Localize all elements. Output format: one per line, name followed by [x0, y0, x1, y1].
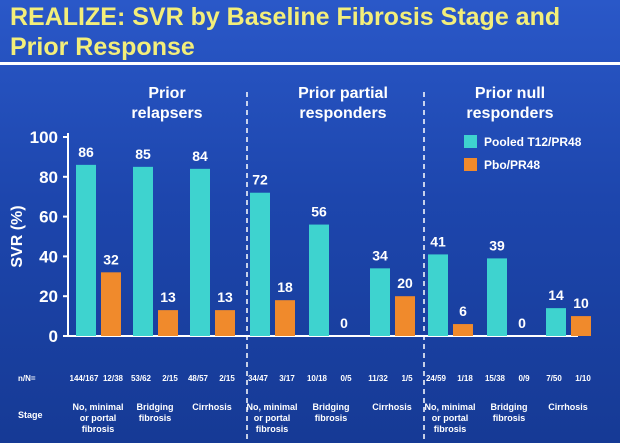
pooled-value-label: 34: [372, 247, 388, 263]
stage-label: fibrosis: [493, 413, 526, 423]
nn-pooled-value: 144/167: [70, 374, 99, 383]
pooled-bar: [487, 258, 507, 336]
pooled-bar: [133, 166, 153, 336]
pooled-bar: [546, 308, 566, 336]
stage-label: No, minimal: [424, 402, 475, 412]
group-header-line-2: responders: [299, 105, 386, 122]
nn-pbo-value: 0/5: [340, 374, 352, 383]
stage-label: No, minimal: [246, 402, 297, 412]
group-header-line-2: relapsers: [131, 105, 202, 122]
stage-label: or portal: [432, 413, 469, 423]
nn-pooled-value: 10/18: [307, 374, 328, 383]
y-tick-label: 40: [39, 247, 58, 266]
title-divider-line: [0, 62, 620, 65]
legend-swatch-pbo: [464, 158, 477, 171]
pooled-bar: [190, 168, 210, 336]
nn-row-label: n/N=: [18, 374, 36, 383]
pooled-value-label: 56: [311, 204, 327, 220]
pooled-value-label: 41: [430, 233, 446, 249]
stage-label: No, minimal: [72, 402, 123, 412]
stage-label: fibrosis: [315, 413, 348, 423]
nn-pooled-value: 11/32: [368, 374, 388, 383]
pbo-bar: [275, 300, 295, 336]
stage-label: fibrosis: [82, 424, 115, 434]
pooled-value-label: 86: [78, 144, 94, 160]
slide-title-line-1: REALIZE: SVR by Baseline Fibrosis Stage …: [10, 3, 561, 31]
nn-pooled-value: 24/59: [426, 374, 447, 383]
group-header-line-1: Prior partial: [298, 85, 388, 102]
pbo-value-label: 0: [518, 315, 526, 331]
stage-label: Cirrhosis: [192, 402, 232, 412]
stage-label: Bridging: [313, 402, 350, 412]
stage-label: Cirrhosis: [372, 402, 412, 412]
nn-pbo-value: 2/15: [219, 374, 235, 383]
stage-label: fibrosis: [256, 424, 289, 434]
stage-label: fibrosis: [434, 424, 467, 434]
pbo-value-label: 10: [573, 295, 589, 311]
y-tick-label: 0: [49, 327, 58, 346]
pbo-value-label: 6: [459, 303, 467, 319]
y-tick-label: 80: [39, 168, 58, 187]
nn-pooled-value: 53/62: [131, 374, 152, 383]
pooled-bar: [428, 254, 448, 336]
stage-label: Bridging: [491, 402, 528, 412]
pbo-bar: [571, 316, 591, 336]
pooled-value-label: 85: [135, 146, 151, 162]
pbo-bar: [101, 272, 121, 336]
nn-pbo-value: 1/5: [401, 374, 413, 383]
pbo-value-label: 13: [217, 289, 233, 305]
pbo-bar: [453, 324, 473, 336]
pbo-value-label: 20: [397, 275, 413, 291]
nn-pbo-value: 0/9: [518, 374, 530, 383]
pooled-value-label: 14: [548, 287, 564, 303]
stage-label: Cirrhosis: [548, 402, 588, 412]
y-tick-label: 20: [39, 287, 58, 306]
y-tick-label: 100: [30, 128, 58, 147]
legend-swatch-pooled: [464, 135, 477, 148]
nn-pooled-value: 7/50: [546, 374, 562, 383]
y-tick-label: 60: [39, 208, 58, 227]
group-header-line-1: Prior null: [475, 85, 545, 102]
pbo-bar: [215, 310, 235, 336]
slide-title: REALIZE: SVR by Baseline Fibrosis Stage …: [10, 2, 610, 62]
pooled-bar: [76, 164, 96, 336]
pooled-bar: [309, 224, 329, 336]
nn-pooled-value: 15/38: [485, 374, 506, 383]
pooled-value-label: 72: [252, 172, 268, 188]
pbo-value-label: 0: [340, 315, 348, 331]
pbo-value-label: 13: [160, 289, 176, 305]
nn-pbo-value: 1/18: [457, 374, 473, 383]
pbo-value-label: 18: [277, 279, 293, 295]
stage-label: Bridging: [137, 402, 174, 412]
slide-title-line-2: Prior Response: [10, 33, 195, 61]
nn-pbo-value: 2/15: [162, 374, 178, 383]
legend-label-pooled: Pooled T12/PR48: [484, 135, 582, 149]
stage-row-label: Stage: [18, 410, 43, 420]
nn-pooled-value: 34/47: [248, 374, 269, 383]
stage-label: or portal: [254, 413, 291, 423]
nn-pooled-value: 48/57: [188, 374, 209, 383]
stage-label: fibrosis: [139, 413, 172, 423]
pooled-bar: [370, 268, 390, 336]
group-header-line-1: Prior: [148, 85, 185, 102]
y-axis-title: SVR (%): [9, 205, 26, 267]
pooled-bar: [250, 192, 270, 336]
nn-pbo-value: 3/17: [279, 374, 295, 383]
nn-pbo-value: 12/38: [103, 374, 124, 383]
nn-pbo-value: 1/10: [575, 374, 591, 383]
pbo-bar: [395, 296, 415, 336]
legend-label-pbo: Pbo/PR48: [484, 158, 540, 172]
group-header-line-2: responders: [466, 105, 553, 122]
pbo-bar: [158, 310, 178, 336]
pooled-value-label: 39: [489, 237, 505, 253]
stage-label: or portal: [80, 413, 117, 423]
pbo-value-label: 32: [103, 251, 119, 267]
pooled-value-label: 84: [192, 148, 208, 164]
